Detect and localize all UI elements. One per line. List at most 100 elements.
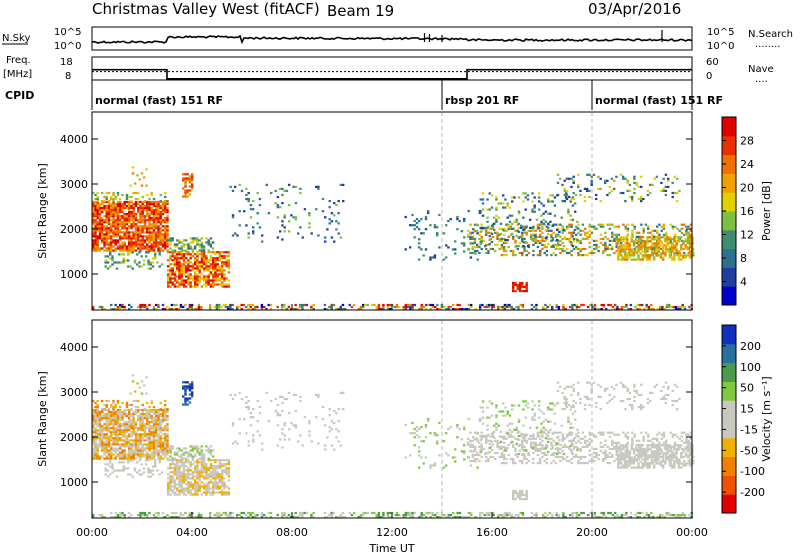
echo-cell xyxy=(671,242,674,245)
echo-cell xyxy=(324,424,327,427)
echo-cell xyxy=(536,443,540,446)
echo-cell xyxy=(471,443,474,446)
echo-cell xyxy=(227,461,231,464)
echo-cell xyxy=(155,206,158,210)
echo-cell xyxy=(148,303,151,307)
echo-cell xyxy=(203,261,206,264)
echo-cell xyxy=(131,166,135,169)
echo-cell xyxy=(105,435,108,438)
echo-cell xyxy=(454,448,457,451)
echo-cell xyxy=(667,185,670,188)
echo-cell xyxy=(424,436,428,439)
echo-cell xyxy=(103,229,106,232)
echo-cell xyxy=(128,451,131,454)
echo-cell xyxy=(111,255,114,258)
echo-cell xyxy=(157,408,160,412)
echo-cell xyxy=(155,431,158,434)
echo-cell xyxy=(583,200,587,203)
echo-cell xyxy=(686,236,690,239)
echo-cell xyxy=(249,305,252,309)
echo-cell xyxy=(203,455,206,458)
echo-cell xyxy=(98,412,102,416)
echo-cell xyxy=(530,437,533,440)
echo-cell xyxy=(101,237,104,240)
echo-cell xyxy=(559,451,562,455)
echo-cell xyxy=(151,469,155,472)
echo-cell xyxy=(167,239,170,242)
echo-cell xyxy=(125,229,129,232)
echo-cell xyxy=(521,441,524,444)
echo-cell xyxy=(182,257,186,260)
echo-cell xyxy=(146,451,149,454)
echo-cell xyxy=(294,410,298,413)
echo-cell xyxy=(454,460,457,463)
echo-cell xyxy=(92,423,95,426)
echo-cell xyxy=(114,219,117,222)
echo-cell xyxy=(152,239,156,242)
echo-cell xyxy=(203,461,206,464)
echo-cell xyxy=(92,408,95,412)
echo-cell xyxy=(119,197,122,201)
echo-cell xyxy=(103,243,106,246)
echo-cell xyxy=(143,384,146,387)
echo-cell xyxy=(196,275,199,278)
echo-cell xyxy=(159,451,162,454)
echo-cell xyxy=(164,439,167,442)
echo-cell xyxy=(173,485,177,488)
echo-cell xyxy=(540,214,543,217)
echo-cell xyxy=(169,481,172,484)
echo-cell xyxy=(157,451,160,454)
echo-cell xyxy=(209,487,213,490)
echo-cell xyxy=(152,247,156,250)
echo-cell xyxy=(604,231,607,234)
echo-cell xyxy=(166,243,169,246)
echo-cell xyxy=(563,443,567,446)
echo-cell xyxy=(433,464,437,467)
nave-tick-bottom: 0 xyxy=(706,71,712,82)
echo-cell xyxy=(161,202,165,206)
power-y-label: Slant Range [km] xyxy=(36,163,49,259)
echo-cell xyxy=(191,483,195,486)
echo-cell xyxy=(639,252,642,255)
echo-cell xyxy=(566,455,569,459)
echo-cell xyxy=(198,471,201,474)
echo-cell xyxy=(420,426,423,429)
echo-cell xyxy=(114,414,117,418)
echo-cell xyxy=(497,202,500,205)
echo-cell xyxy=(330,428,334,431)
echo-cell xyxy=(227,263,231,266)
echo-cell xyxy=(112,453,115,456)
echo-cell xyxy=(473,445,477,448)
echo-cell xyxy=(92,202,95,206)
echo-cell xyxy=(143,453,147,456)
echo-cell xyxy=(147,459,150,462)
echo-cell xyxy=(187,265,190,268)
echo-cell xyxy=(495,198,498,201)
echo-cell xyxy=(577,462,580,465)
echo-cell xyxy=(123,231,126,234)
echo-cell xyxy=(169,269,172,272)
echo-cell xyxy=(635,246,638,249)
echo-cell xyxy=(569,236,572,240)
echo-cell xyxy=(460,242,464,245)
echo-cell xyxy=(160,471,164,474)
echo-cell xyxy=(141,410,144,414)
echo-cell xyxy=(209,303,212,307)
echo-cell xyxy=(572,447,576,450)
echo-cell xyxy=(121,457,124,460)
echo-cell xyxy=(141,433,144,436)
echo-cell xyxy=(544,238,548,242)
echo-cell xyxy=(667,179,670,182)
echo-cell xyxy=(469,231,472,234)
echo-cell xyxy=(584,462,587,465)
echo-cell xyxy=(123,410,126,414)
echo-cell xyxy=(164,403,167,407)
echo-cell xyxy=(579,239,582,242)
echo-cell xyxy=(125,405,129,409)
echo-cell xyxy=(648,248,651,251)
echo-cell xyxy=(128,243,131,246)
echo-cell xyxy=(500,462,504,465)
echo-cell xyxy=(159,457,162,460)
echo-cell xyxy=(103,235,106,238)
